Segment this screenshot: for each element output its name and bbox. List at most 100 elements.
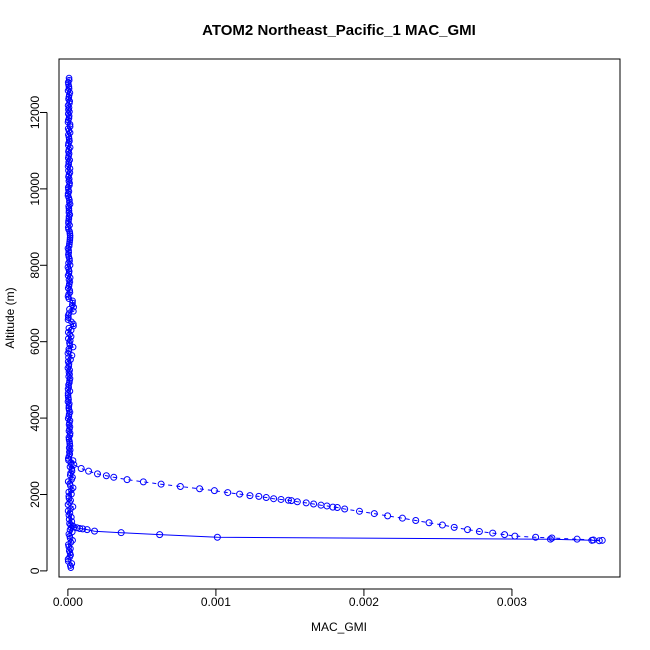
- near-zero-point: [66, 261, 74, 269]
- data-point: [398, 514, 406, 522]
- x-tick-label: 0.002: [349, 595, 379, 609]
- data-point: [302, 499, 310, 507]
- y-tick-label: 10000: [28, 172, 42, 206]
- series-line: [68, 459, 603, 541]
- near-zero-point: [66, 240, 73, 248]
- near-zero-point: [65, 207, 73, 214]
- chart-title: ATOM2 Northeast_Pacific_1 MAC_GMI: [202, 22, 476, 39]
- data-point: [277, 495, 285, 503]
- y-tick-label: 0: [28, 567, 42, 574]
- near-zero-point: [65, 205, 73, 212]
- data-point: [310, 500, 318, 508]
- data-point: [546, 535, 554, 543]
- near-zero-point: [65, 217, 72, 225]
- data-point: [262, 494, 270, 502]
- y-tick-label: 8000: [28, 252, 42, 279]
- near-zero-point: [64, 364, 72, 372]
- near-zero-point: [65, 381, 72, 389]
- near-zero-point: [65, 345, 73, 353]
- x-axis: 0.000 0.001 0.002 0.003: [53, 588, 527, 609]
- near-zero-point: [65, 213, 73, 221]
- data-point: [341, 505, 349, 513]
- near-zero-point: [64, 190, 72, 197]
- data-point: [77, 465, 85, 473]
- near-zero-point: [64, 272, 72, 279]
- data-point: [91, 527, 99, 535]
- near-zero-point: [68, 476, 76, 483]
- near-zero-point: [66, 228, 73, 235]
- y-tick-label: 6000: [28, 328, 42, 355]
- data-point: [588, 536, 596, 544]
- near-zero-point: [65, 74, 73, 82]
- near-zero-point: [69, 299, 76, 307]
- near-zero-point: [65, 83, 73, 90]
- near-zero-point: [66, 238, 73, 246]
- near-zero-point: [65, 402, 73, 410]
- data-point: [384, 512, 392, 520]
- near-zero-point: [66, 438, 73, 445]
- data-point: [355, 507, 363, 515]
- data-point: [548, 534, 556, 542]
- near-zero-point: [65, 495, 73, 502]
- data-point: [210, 487, 218, 495]
- near-zero-point: [65, 112, 73, 120]
- plot-frame: [58, 58, 621, 578]
- near-zero-point: [65, 543, 73, 550]
- y-tick-label: 2000: [28, 481, 42, 508]
- near-zero-point: [66, 129, 74, 137]
- near-zero-point: [69, 297, 76, 305]
- near-zero-point: [64, 142, 72, 149]
- near-zero-point: [64, 415, 72, 422]
- near-zero-point: [66, 196, 73, 204]
- near-zero-point: [64, 507, 72, 515]
- data-point: [139, 478, 147, 486]
- series-line: [70, 524, 600, 542]
- near-zero-point: [66, 255, 73, 263]
- data-point: [370, 510, 378, 518]
- near-zero-point: [66, 429, 74, 437]
- near-zero-point: [65, 335, 72, 342]
- data-point: [333, 503, 341, 511]
- data-point: [123, 476, 131, 484]
- data-point: [85, 467, 93, 475]
- data-point: [573, 535, 581, 543]
- x-tick-label: 0.000: [53, 595, 83, 609]
- y-tick-label: 4000: [28, 404, 42, 431]
- near-zero-point: [70, 320, 77, 328]
- near-zero-point: [67, 564, 75, 571]
- near-zero-point: [64, 184, 72, 191]
- data-point: [196, 485, 204, 493]
- near-zero-point: [66, 232, 74, 239]
- data-point: [246, 492, 254, 500]
- data-point: [532, 533, 540, 541]
- data-point: [255, 492, 263, 500]
- data-point: [284, 496, 292, 504]
- near-zero-point: [65, 410, 73, 418]
- data-point: [595, 537, 603, 545]
- near-zero-point: [65, 247, 72, 254]
- near-zero-point: [66, 377, 73, 384]
- series-layer: [64, 74, 606, 571]
- near-zero-point: [68, 352, 76, 359]
- data-point: [489, 529, 497, 537]
- data-point: [224, 489, 232, 497]
- data-point: [475, 528, 483, 536]
- near-zero-point: [66, 287, 74, 294]
- near-zero-point: [64, 385, 72, 393]
- near-zero-point: [65, 354, 72, 361]
- near-zero-point: [66, 341, 74, 349]
- near-zero-point: [66, 387, 74, 395]
- data-point: [270, 495, 278, 503]
- data-point: [110, 473, 118, 481]
- x-tick-label: 0.003: [497, 595, 527, 609]
- data-point: [464, 526, 472, 534]
- data-point: [117, 529, 125, 537]
- near-zero-point: [66, 234, 74, 242]
- x-tick-label: 0.001: [201, 595, 231, 609]
- data-point: [425, 519, 433, 527]
- near-zero-point: [65, 492, 73, 500]
- near-zero-point: [65, 295, 73, 303]
- near-zero-point: [65, 158, 73, 166]
- near-zero-point: [64, 87, 72, 95]
